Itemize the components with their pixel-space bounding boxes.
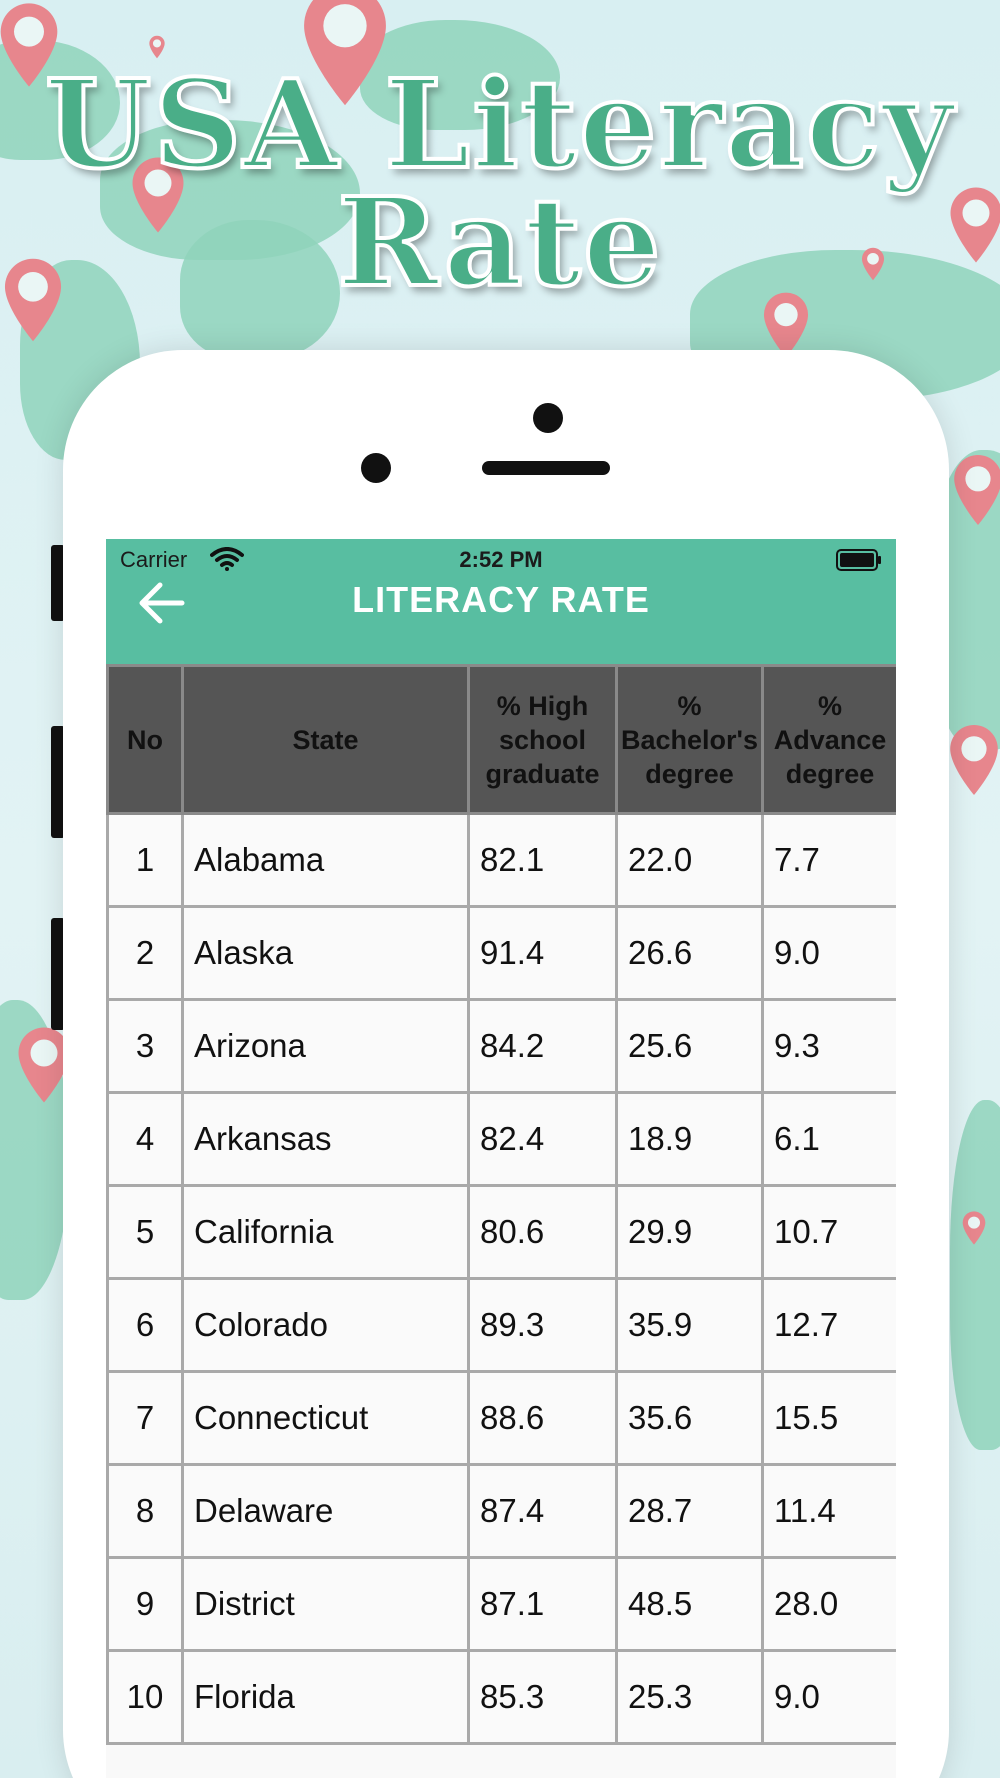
bachelors-cell: 28.7 xyxy=(617,1465,763,1558)
advance-cell: 11.4 xyxy=(763,1465,897,1558)
high-school-cell: 88.6 xyxy=(469,1372,617,1465)
row-number: 10 xyxy=(108,1651,183,1744)
high-school-cell: 91.4 xyxy=(469,907,617,1000)
state-cell: California xyxy=(183,1186,469,1279)
bachelors-cell: 29.9 xyxy=(617,1186,763,1279)
advance-cell: 9.0 xyxy=(763,907,897,1000)
state-cell: Alabama xyxy=(183,814,469,907)
literacy-table: No State % High school graduate % Bachel… xyxy=(106,664,896,1745)
row-number: 6 xyxy=(108,1279,183,1372)
bachelors-cell: 26.6 xyxy=(617,907,763,1000)
state-cell: Alaska xyxy=(183,907,469,1000)
header-state: State xyxy=(183,666,469,814)
navigation-bar: Carrier 2:52 PM xyxy=(106,539,896,664)
row-number: 5 xyxy=(108,1186,183,1279)
advance-cell: 28.0 xyxy=(763,1558,897,1651)
row-number: 2 xyxy=(108,907,183,1000)
advance-cell: 9.0 xyxy=(763,1651,897,1744)
promo-title-line1: USA Literacy xyxy=(0,65,1000,183)
status-bar: Carrier 2:52 PM xyxy=(106,547,896,577)
advance-cell: 6.1 xyxy=(763,1093,897,1186)
row-number: 3 xyxy=(108,1000,183,1093)
state-cell: Colorado xyxy=(183,1279,469,1372)
table-row[interactable]: 1 Alabama 82.1 22.0 7.7 xyxy=(108,814,897,907)
header-bachelors: % Bachelor's degree xyxy=(617,666,763,814)
header-advance: % Advance degree xyxy=(763,666,897,814)
row-number: 8 xyxy=(108,1465,183,1558)
row-number: 1 xyxy=(108,814,183,907)
page-title: LITERACY RATE xyxy=(106,579,896,621)
high-school-cell: 80.6 xyxy=(469,1186,617,1279)
map-pin-icon xyxy=(946,705,1000,815)
advance-cell: 7.7 xyxy=(763,814,897,907)
advance-cell: 9.3 xyxy=(763,1000,897,1093)
table-row[interactable]: 9 District 87.1 48.5 28.0 xyxy=(108,1558,897,1651)
table-row[interactable]: 3 Arizona 84.2 25.6 9.3 xyxy=(108,1000,897,1093)
high-school-cell: 87.1 xyxy=(469,1558,617,1651)
table-row[interactable]: 10 Florida 85.3 25.3 9.0 xyxy=(108,1651,897,1744)
table-row[interactable]: 7 Connecticut 88.6 35.6 15.5 xyxy=(108,1372,897,1465)
state-cell: Florida xyxy=(183,1651,469,1744)
table-header-row: No State % High school graduate % Bachel… xyxy=(108,666,897,814)
high-school-cell: 84.2 xyxy=(469,1000,617,1093)
header-no: No xyxy=(108,666,183,814)
row-number: 9 xyxy=(108,1558,183,1651)
header-high-school: % High school graduate xyxy=(469,666,617,814)
bachelors-cell: 25.3 xyxy=(617,1651,763,1744)
battery-full-icon xyxy=(836,549,882,571)
table-row[interactable]: 5 California 80.6 29.9 10.7 xyxy=(108,1186,897,1279)
map-pin-icon xyxy=(960,1210,988,1246)
status-time: 2:52 PM xyxy=(106,547,896,573)
bachelors-cell: 35.6 xyxy=(617,1372,763,1465)
advance-cell: 12.7 xyxy=(763,1279,897,1372)
high-school-cell: 89.3 xyxy=(469,1279,617,1372)
state-cell: Connecticut xyxy=(183,1372,469,1465)
high-school-cell: 82.4 xyxy=(469,1093,617,1186)
app-screen: Carrier 2:52 PM xyxy=(106,539,896,1778)
phone-sensor-icon xyxy=(361,453,391,483)
high-school-cell: 87.4 xyxy=(469,1465,617,1558)
phone-camera-icon xyxy=(533,403,563,433)
high-school-cell: 85.3 xyxy=(469,1651,617,1744)
bachelors-cell: 22.0 xyxy=(617,814,763,907)
state-cell: District xyxy=(183,1558,469,1651)
advance-cell: 15.5 xyxy=(763,1372,897,1465)
table-row[interactable]: 2 Alaska 91.4 26.6 9.0 xyxy=(108,907,897,1000)
table-row[interactable]: 6 Colorado 89.3 35.9 12.7 xyxy=(108,1279,897,1372)
bachelors-cell: 48.5 xyxy=(617,1558,763,1651)
table-row[interactable]: 8 Delaware 87.4 28.7 11.4 xyxy=(108,1465,897,1558)
promo-title-line2: Rate xyxy=(0,183,1000,301)
high-school-cell: 82.1 xyxy=(469,814,617,907)
bachelors-cell: 25.6 xyxy=(617,1000,763,1093)
row-number: 7 xyxy=(108,1372,183,1465)
state-cell: Arkansas xyxy=(183,1093,469,1186)
table-body: 1 Alabama 82.1 22.0 7.7 2 Alaska 91.4 26.6 9.0 3 Ar… xyxy=(108,814,897,1744)
state-cell: Delaware xyxy=(183,1465,469,1558)
promo-title: USA Literacy Rate xyxy=(0,65,1000,301)
phone-speaker xyxy=(482,461,610,475)
row-number: 4 xyxy=(108,1093,183,1186)
bachelors-cell: 35.9 xyxy=(617,1279,763,1372)
table-row[interactable]: 4 Arkansas 82.4 18.9 6.1 xyxy=(108,1093,897,1186)
state-cell: Arizona xyxy=(183,1000,469,1093)
map-pin-icon xyxy=(950,450,1000,530)
advance-cell: 10.7 xyxy=(763,1186,897,1279)
bachelors-cell: 18.9 xyxy=(617,1093,763,1186)
